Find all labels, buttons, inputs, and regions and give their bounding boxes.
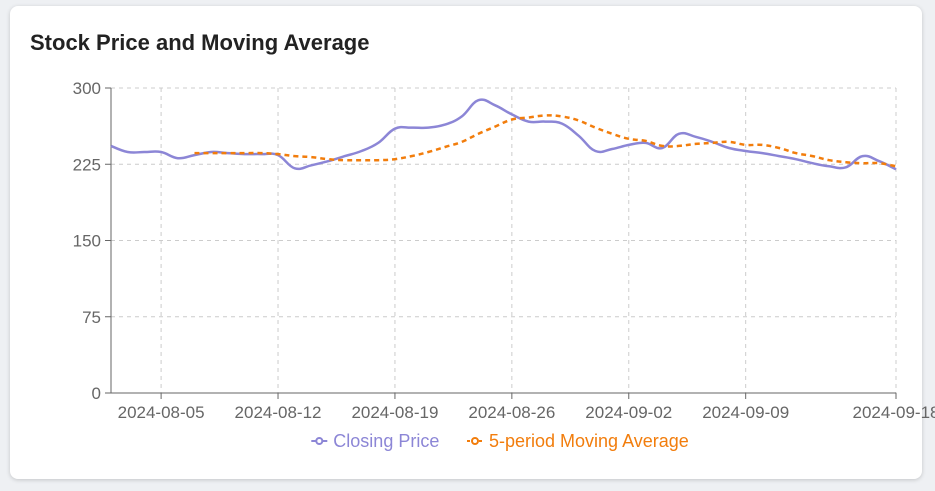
chart-card: Stock Price and Moving Average bbox=[10, 6, 922, 479]
legend-label: Closing Price bbox=[333, 431, 439, 451]
chart-title: Stock Price and Moving Average bbox=[30, 30, 370, 55]
y-tick-label: 0 bbox=[92, 384, 101, 403]
legend-item: Closing Price bbox=[311, 431, 439, 451]
legend-dot-marker bbox=[315, 437, 324, 445]
x-tick-label: 2024-08-19 bbox=[351, 403, 438, 422]
legend-label: 5-period Moving Average bbox=[489, 431, 689, 451]
x-tick-label: 2024-09-18 bbox=[853, 403, 935, 422]
y-tick-label: 75 bbox=[82, 308, 101, 327]
legend-dot-marker bbox=[471, 437, 479, 445]
legend-item: 5-period Moving Average bbox=[467, 431, 689, 451]
x-tick-label: 2024-09-02 bbox=[585, 403, 672, 422]
x-tick-label: 2024-08-26 bbox=[468, 403, 555, 422]
y-tick-label: 150 bbox=[73, 232, 101, 251]
series-line-2 bbox=[194, 114, 897, 168]
y-tick-label: 225 bbox=[73, 155, 101, 174]
series-line-1 bbox=[110, 98, 897, 171]
x-tick-label: 2024-08-05 bbox=[118, 403, 205, 422]
x-tick-label: 2024-08-12 bbox=[235, 403, 322, 422]
x-tick-label: 2024-09-09 bbox=[702, 403, 789, 422]
y-tick-label: 300 bbox=[73, 79, 101, 98]
